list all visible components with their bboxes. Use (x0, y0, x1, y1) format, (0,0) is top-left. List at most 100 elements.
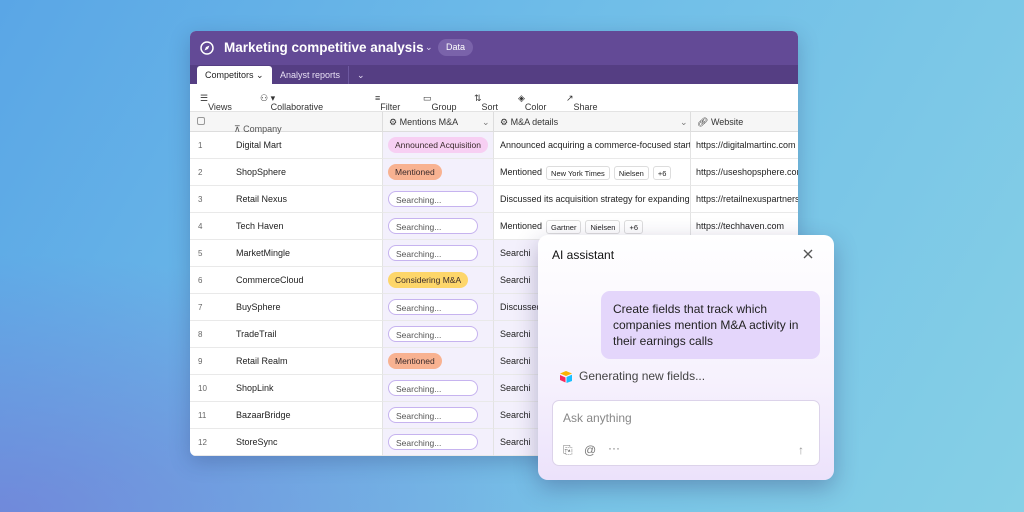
status-chip: Searching... (388, 191, 478, 207)
column-header[interactable]: ⊼ Company (234, 124, 282, 134)
status-icon (560, 371, 572, 383)
row-number: 4 (198, 222, 203, 231)
label: M&A details (510, 117, 559, 127)
sort-button[interactable]: ⇅ Sort (474, 93, 499, 112)
details-text: Searchi (500, 248, 531, 258)
chat-input[interactable]: Ask anything ⎘ @ ··· ↑ (552, 400, 820, 466)
close-button[interactable] (802, 248, 814, 260)
base-header: Marketing competitive analysis ⌄ Data (190, 31, 798, 65)
row-number: 7 (198, 303, 203, 312)
website-link[interactable]: https://digitalmartinc.com (696, 140, 796, 150)
column-header[interactable]: ⚙ Mentions M&A (389, 117, 459, 127)
website-link[interactable]: https://techhaven.com (696, 221, 785, 231)
send-button[interactable]: ↑ (798, 443, 804, 457)
table-row[interactable]: 1 Digital Mart Announced Acquisition Announ… (190, 132, 798, 159)
source-chip[interactable]: New York Times (546, 165, 610, 180)
tab-label: Competitors (205, 70, 254, 80)
badge[interactable]: Data (438, 39, 474, 56)
status-chip: Searching... (388, 299, 478, 315)
details-text: Searchi (500, 356, 531, 366)
table-row[interactable]: 4 Tech Haven Searching... Mentioned Gartner N… (190, 213, 798, 240)
color-button[interactable]: ◈ Color (518, 93, 547, 112)
column-header[interactable]: 🔗︎ Website (697, 117, 744, 127)
company-cell: Retail Realm (228, 348, 382, 375)
details-text: Discussed (500, 302, 542, 312)
status-chip: Mentioned (388, 353, 442, 369)
more-sources[interactable]: +6 (652, 165, 672, 180)
mention-button[interactable]: @ (584, 443, 597, 457)
more-sources[interactable]: +6 (624, 219, 644, 234)
column-menu[interactable]: ⌄ (482, 117, 490, 127)
row-number-cell: 2 (190, 159, 228, 186)
tab[interactable]: Analyst reports (280, 70, 341, 80)
column-headers: ⊼ Company ⚙ Mentions M&A ⌄ ⚙ M&A details… (190, 112, 798, 134)
website-link[interactable]: https://useshopsphere.com (696, 167, 798, 177)
share-button[interactable]: ↗ Share and sync (566, 93, 598, 132)
company-name: StoreSync (236, 437, 278, 447)
source-chip[interactable]: Nielsen (585, 219, 621, 234)
view-button[interactable]: ⚇ Collaborative view ▾ (260, 93, 323, 122)
tab[interactable]: Competitors ⌄ (197, 66, 272, 84)
status-chip: Announced Acquisition (388, 137, 489, 153)
source-chip[interactable]: Nielsen (613, 165, 649, 180)
divider (382, 112, 383, 132)
details-text: Searchi (500, 410, 531, 420)
attach-button[interactable]: ⎘ (563, 443, 573, 457)
filter-button[interactable]: ≡ Filter (375, 93, 401, 112)
row-number-cell: 6 (190, 267, 228, 294)
table-row[interactable]: 3 Retail Nexus Searching... Discussed its a… (190, 186, 798, 213)
row-number-cell: 3 (190, 186, 228, 213)
details-cell: Discussed its acquisition strategy for e… (493, 186, 690, 213)
mention-cell: Considering M&A (382, 267, 493, 294)
select-all[interactable] (197, 117, 205, 125)
more-button[interactable]: ··· (608, 441, 620, 455)
mention-cell: Searching... (382, 375, 493, 402)
column-menu[interactable]: ⌄ (680, 117, 688, 127)
company-name: BuySphere (236, 302, 281, 312)
mention-cell: Searching... (382, 429, 493, 456)
status-chip: Searching... (388, 434, 478, 450)
company-cell: StoreSync (228, 429, 382, 456)
assistant-panel: AI assistant Create fields that track wh… (538, 235, 834, 480)
views-button[interactable]: ☰ Views (200, 93, 232, 112)
status-chip: Mentioned (388, 164, 442, 180)
user-message: Create fields that track which companies… (601, 291, 820, 359)
base-title[interactable]: Marketing competitive analysis (224, 40, 424, 55)
row-number-cell: 8 (190, 321, 228, 348)
website-link[interactable]: https://retailnexuspartners. (696, 194, 798, 204)
mention-cell: Searching... (382, 186, 493, 213)
company-name: Retail Nexus (236, 194, 288, 204)
group-button[interactable]: ▭ Group (423, 93, 457, 112)
company-name: Digital Mart (236, 140, 282, 150)
status-chip: Searching... (388, 218, 478, 234)
row-number-cell: 10 (190, 375, 228, 402)
company-cell: CommerceCloud (228, 267, 382, 294)
label: Website (710, 117, 744, 127)
status-text: Generating new fields... (579, 369, 706, 383)
company-name: BazaarBridge (236, 410, 291, 420)
tab-menu[interactable]: ⌄ (348, 66, 373, 84)
mention-cell: Mentioned (382, 348, 493, 375)
company-cell: BuySphere (228, 294, 382, 321)
column-header[interactable]: ⚙ M&A details (500, 117, 559, 127)
table-row[interactable]: 2 ShopSphere Mentioned Mentioned New York Ti… (190, 159, 798, 186)
title-dropdown[interactable]: ⌄ (425, 42, 433, 52)
source-chip[interactable]: Gartner (546, 219, 582, 234)
company-name: Tech Haven (236, 221, 284, 231)
panel-title: AI assistant (552, 248, 615, 262)
label: Company (243, 124, 282, 134)
status-chip: Considering M&A (388, 272, 469, 288)
row-number: 2 (198, 168, 203, 177)
company-cell: Tech Haven (228, 213, 382, 240)
row-number-cell: 5 (190, 240, 228, 267)
company-name: TradeTrail (236, 329, 277, 339)
row-number: 1 (198, 141, 203, 150)
status-chip: Searching... (388, 407, 478, 423)
row-number: 10 (198, 384, 207, 393)
status-chip: Searching... (388, 326, 478, 342)
company-cell: ShopSphere (228, 159, 382, 186)
company-cell: Retail Nexus (228, 186, 382, 213)
label: Views (208, 102, 232, 112)
toolbar: ☰ Views ⚇ Collaborative view ▾ ≡ Filter … (190, 84, 798, 132)
